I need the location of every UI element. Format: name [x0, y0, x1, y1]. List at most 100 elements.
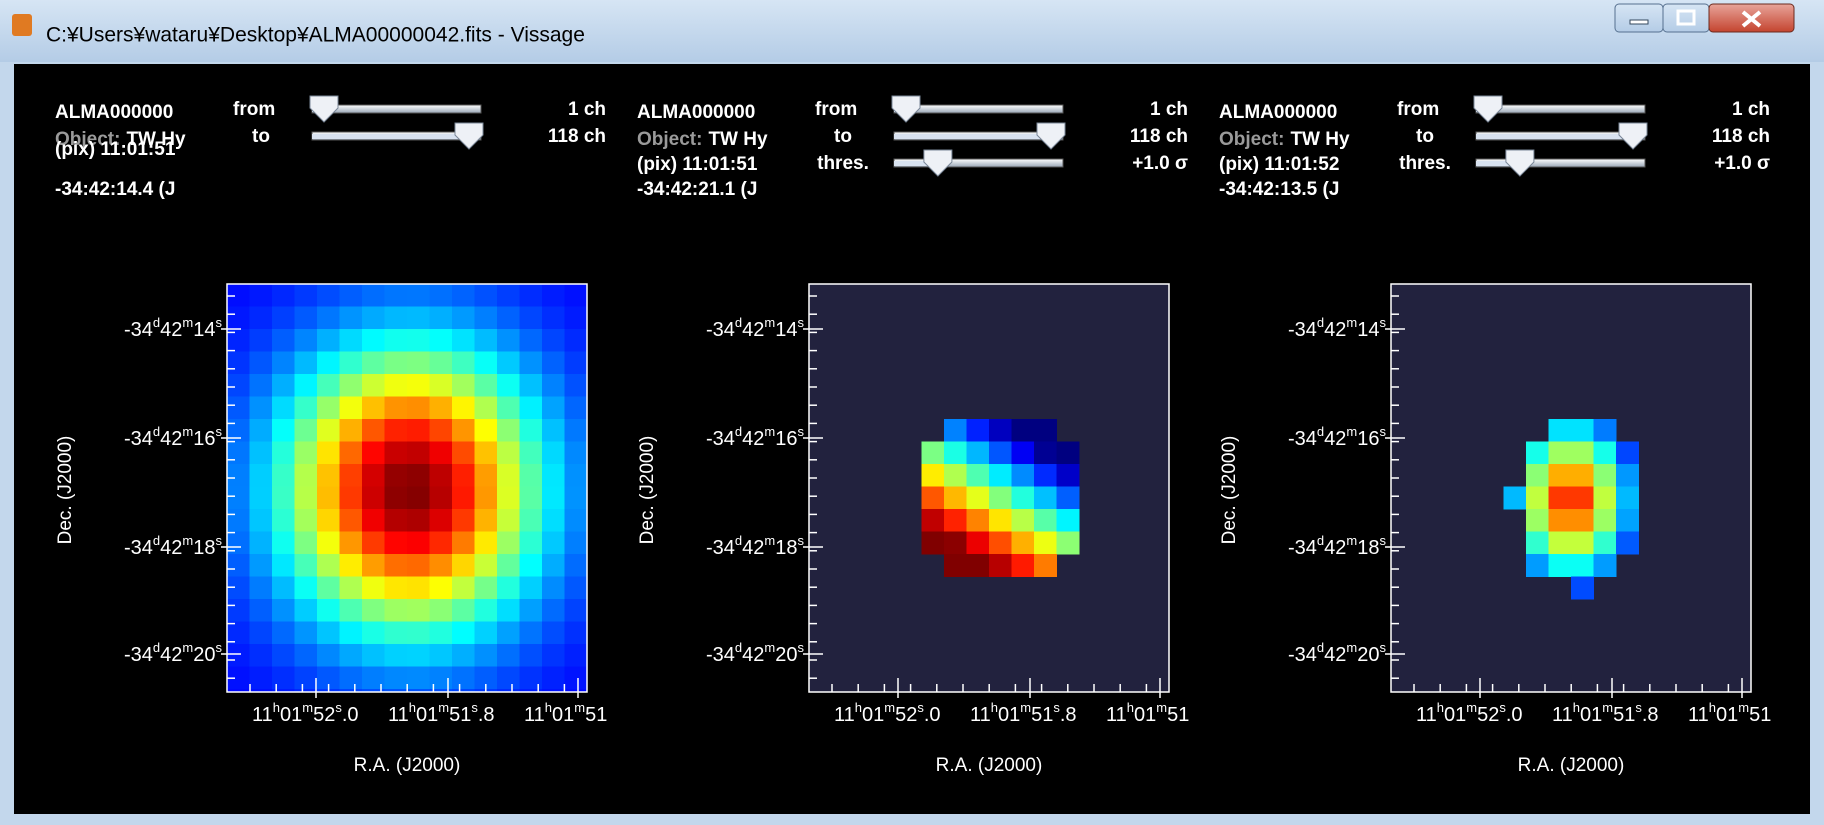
y-tick-label: -34d42m18s — [1288, 533, 1386, 559]
pixel — [385, 667, 408, 690]
unit-superscript: d — [153, 315, 160, 330]
pixel — [430, 509, 453, 532]
value-part: 16 — [1357, 428, 1379, 450]
unit-superscript: m — [574, 700, 585, 715]
unit-superscript: s — [798, 640, 805, 655]
value-part: 11 — [1688, 704, 1709, 726]
slider-fill — [312, 134, 469, 139]
slider-label: from — [815, 99, 857, 120]
value-part: 01 — [998, 704, 1020, 726]
pixel — [407, 554, 430, 577]
pixel — [340, 532, 363, 555]
pixel — [1526, 487, 1549, 510]
value-part: 18 — [193, 537, 215, 559]
pixel — [1571, 464, 1594, 487]
pixel — [452, 577, 475, 600]
pixel — [227, 307, 250, 330]
value-part: 01 — [862, 704, 884, 726]
value-part: 11 — [1552, 704, 1573, 726]
unit-superscript: h — [991, 700, 998, 715]
pixel — [497, 284, 520, 307]
y-tick-label: -34d42m14s — [124, 315, 222, 341]
pix-coord: (pix) 11:01:51 — [55, 139, 176, 160]
pixel — [430, 599, 453, 622]
pixel — [340, 397, 363, 420]
pixel — [520, 442, 543, 465]
file-name: ALMA000000 — [1219, 102, 1337, 123]
heatmap — [227, 284, 588, 693]
slider-value: 118 ch — [1712, 126, 1770, 147]
unit-superscript: m — [1020, 700, 1031, 715]
value-part: -34 — [124, 428, 153, 450]
pixel — [340, 622, 363, 645]
pixel — [295, 442, 318, 465]
y-axis-label: Dec. (J2000) — [1219, 436, 1240, 545]
pixel — [250, 554, 273, 577]
value-part: 42 — [160, 428, 182, 450]
pixel — [1012, 554, 1035, 577]
pixel — [1057, 532, 1080, 555]
pixel — [250, 577, 273, 600]
pixel — [542, 487, 565, 510]
pixel — [430, 554, 453, 577]
pixel — [272, 599, 295, 622]
slider-fill — [1476, 134, 1633, 139]
unit-superscript: m — [1466, 700, 1477, 715]
pixel — [385, 509, 408, 532]
pixel — [227, 644, 250, 667]
value-part: 42 — [1324, 644, 1346, 666]
pixel — [250, 307, 273, 330]
unit-superscript: s — [798, 533, 805, 548]
pixel — [295, 464, 318, 487]
value-part: 42 — [742, 319, 764, 341]
pixel — [295, 397, 318, 420]
pixel — [520, 397, 543, 420]
pixel — [340, 599, 363, 622]
pixel — [565, 284, 588, 307]
value-part: 51 — [1749, 704, 1771, 726]
window: C:¥Users¥wataru¥Desktop¥ALMA00000042.fit… — [0, 0, 1824, 825]
pixel — [922, 532, 945, 555]
minimize-button[interactable] — [1615, 4, 1663, 32]
value-part: 51 — [585, 704, 607, 726]
pixel — [385, 329, 408, 352]
value-part: 52 — [313, 704, 335, 726]
value-part: 11 — [252, 704, 273, 726]
object-label: Object: — [637, 129, 702, 150]
maximize-button[interactable] — [1663, 4, 1709, 32]
pixel — [520, 644, 543, 667]
pixel — [944, 487, 967, 510]
pixel — [295, 284, 318, 307]
pixel — [1034, 487, 1057, 510]
slider-value: 118 ch — [548, 126, 606, 147]
window-title: C:¥Users¥wataru¥Desktop¥ALMA00000042.fit… — [46, 24, 585, 47]
pixel — [520, 667, 543, 690]
pixel — [250, 622, 273, 645]
pixel — [1057, 509, 1080, 532]
value-part: .0 — [924, 704, 941, 726]
pixel — [362, 509, 385, 532]
pixel — [1549, 532, 1572, 555]
pixel — [565, 532, 588, 555]
pixel — [385, 554, 408, 577]
pixel — [227, 442, 250, 465]
pixel — [317, 487, 340, 510]
pixel — [1594, 442, 1617, 465]
pixel — [1526, 532, 1549, 555]
pixel — [272, 352, 295, 375]
pixel — [452, 644, 475, 667]
pixel — [340, 667, 363, 690]
value-part: -34 — [1288, 319, 1317, 341]
pixel — [565, 599, 588, 622]
pixel — [520, 577, 543, 600]
value-part: 18 — [775, 537, 797, 559]
pixel — [340, 554, 363, 577]
x-tick-label: 11h01m51 — [1106, 700, 1189, 726]
value-part: 14 — [775, 319, 797, 341]
pixel — [407, 284, 430, 307]
y-tick-label: -34d42m18s — [124, 533, 222, 559]
pixel — [452, 307, 475, 330]
pixel — [520, 622, 543, 645]
pixel — [452, 329, 475, 352]
pixel — [317, 374, 340, 397]
